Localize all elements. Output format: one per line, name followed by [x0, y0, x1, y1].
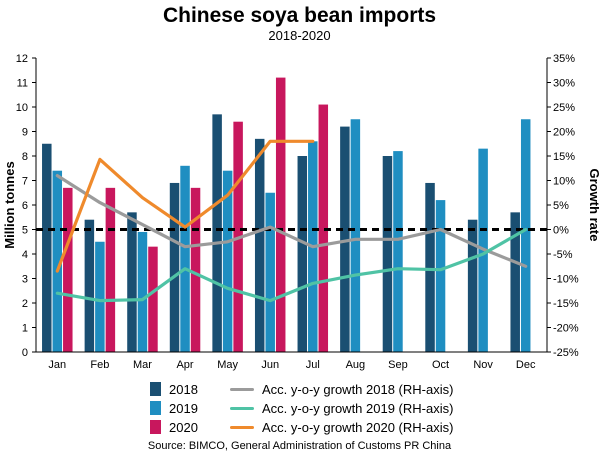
x-tick-label-Feb: Feb — [90, 359, 109, 371]
bar-2018-Aug — [340, 126, 350, 352]
legend-label-2018: 2018 — [169, 381, 198, 397]
legend: 2018 2019 2020 Acc. y-o-y growth 2018 (R… — [150, 380, 480, 436]
line-growth-2019 — [55, 227, 528, 303]
y-tick-label-3: 3 — [22, 274, 28, 286]
bar-2019-Jan — [52, 170, 63, 352]
x-tick-label-Mar: Mar — [133, 359, 152, 371]
legend-item-2018: 2018 — [150, 380, 198, 398]
y2-tick-label-7: 10% — [553, 176, 575, 188]
x-tick-label-Nov: Nov — [473, 359, 493, 371]
x-tick-label-Oct: Oct — [432, 359, 449, 371]
y-tick-label-8: 8 — [22, 151, 28, 163]
source-note: Source: BIMCO, General Administration of… — [147, 440, 452, 452]
x-tick-label-May: May — [217, 359, 238, 371]
y-tick-label-0: 0 — [22, 347, 28, 359]
chart-subtitle: 2018-2020 — [268, 28, 331, 43]
y-tick-label-7: 7 — [22, 176, 28, 188]
legend-swatch-growth-2018 — [230, 387, 254, 391]
bar-2018-May — [212, 114, 222, 352]
y2-tick-label-12: 35% — [553, 53, 575, 65]
y-tick-label-12: 12 — [16, 53, 28, 65]
bar-2020-Apr — [190, 187, 201, 352]
y-tick-label-4: 4 — [22, 249, 28, 261]
y2-tick-label-5: 0% — [553, 225, 569, 237]
y-tick-label-11: 11 — [17, 78, 28, 90]
x-tick-label-Jun: Jun — [261, 359, 279, 371]
x-tick-label-Apr: Apr — [176, 359, 193, 371]
bar-2019-Apr — [180, 165, 190, 352]
y2-tick-label-1: -20% — [553, 323, 579, 335]
bar-2020-Mar — [148, 246, 158, 352]
bar-2019-Jun — [265, 192, 275, 352]
bar-2018-Jan — [42, 143, 52, 352]
bar-2019-Feb — [95, 241, 105, 352]
bar-2020-Jun — [275, 77, 286, 352]
legend-item-2019: 2019 — [150, 399, 198, 417]
legend-swatch-2018 — [150, 382, 161, 396]
legend-swatch-2020 — [150, 420, 161, 434]
y-tick-label-9: 9 — [22, 127, 28, 139]
x-tick-label-Sep: Sep — [388, 359, 408, 371]
chart-title: Chinese soya bean imports — [162, 4, 437, 27]
legend-label-2020: 2020 — [169, 419, 198, 435]
y-tick-label-6: 6 — [22, 200, 28, 212]
legend-label-growth-2020: Acc. y-o-y growth 2020 (RH-axis) — [262, 419, 454, 435]
y2-tick-label-2: -15% — [553, 298, 579, 310]
bar-2018-Jul — [297, 156, 308, 352]
x-tick-label-Aug: Aug — [346, 359, 366, 371]
legend-label-growth-2018: Acc. y-o-y growth 2018 (RH-axis) — [262, 381, 454, 397]
y2-tick-label-8: 15% — [553, 151, 575, 163]
y-axis-title: Million tonnes — [2, 161, 17, 248]
axes-layer: 0123456789101112-25%-20%-15%-10%-5%0%5%1… — [16, 53, 579, 371]
legend-item-growth-2019: Acc. y-o-y growth 2019 (RH-axis) — [230, 399, 453, 417]
legend-label-2019: 2019 — [169, 400, 198, 416]
lines-layer — [36, 139, 547, 303]
chart-plot: 0123456789101112-25%-20%-15%-10%-5%0%5%1… — [2, 53, 599, 371]
y-tick-label-10: 10 — [16, 102, 28, 114]
bar-2018-Mar — [127, 212, 137, 352]
legend-swatch-growth-2019 — [230, 406, 254, 410]
y2-tick-label-10: 25% — [553, 102, 575, 114]
bar-2018-Feb — [84, 219, 95, 352]
bar-2018-Nov — [467, 219, 478, 352]
y2-tick-label-9: 20% — [553, 127, 575, 139]
y2-axis-title: Growth rate — [587, 169, 599, 242]
legend-item-2020: 2020 — [150, 418, 198, 436]
y-tick-label-5: 5 — [22, 225, 28, 237]
bar-2019-Mar — [137, 231, 148, 352]
bar-2019-Aug — [350, 119, 361, 352]
y-tick-label-2: 2 — [22, 298, 28, 310]
bars-layer — [42, 77, 531, 352]
y2-tick-label-3: -10% — [553, 274, 579, 286]
x-tick-label-Jan: Jan — [48, 359, 66, 371]
line-growth-2020 — [55, 139, 315, 273]
line-growth-2018 — [55, 174, 528, 268]
bar-2020-Jan — [63, 187, 73, 352]
bar-2018-Dec — [510, 212, 520, 352]
bar-2019-Dec — [520, 119, 531, 352]
bar-2018-Jun — [254, 138, 265, 352]
legend-label-growth-2019: Acc. y-o-y growth 2019 (RH-axis) — [262, 400, 454, 416]
y2-tick-label-11: 30% — [553, 78, 575, 90]
bar-2019-Sep — [393, 151, 403, 352]
y2-tick-label-6: 5% — [553, 200, 569, 212]
legend-item-growth-2020: Acc. y-o-y growth 2020 (RH-axis) — [230, 418, 453, 436]
legend-swatch-2019 — [150, 401, 161, 415]
bar-2019-Oct — [435, 200, 446, 352]
bar-2018-Sep — [382, 156, 393, 352]
bar-2018-Apr — [169, 182, 180, 352]
legend-swatch-growth-2020 — [230, 425, 254, 429]
bar-2020-Jul — [318, 104, 329, 352]
y2-tick-label-0: -25% — [553, 347, 579, 359]
bar-2020-Feb — [105, 187, 116, 352]
bar-2018-Oct — [425, 182, 435, 352]
y-tick-label-1: 1 — [22, 323, 28, 335]
bar-2019-May — [222, 170, 233, 352]
y2-tick-label-4: -5% — [553, 249, 573, 261]
x-tick-label-Jul: Jul — [306, 359, 320, 371]
legend-item-growth-2018: Acc. y-o-y growth 2018 (RH-axis) — [230, 380, 453, 398]
x-tick-label-Dec: Dec — [516, 359, 536, 371]
